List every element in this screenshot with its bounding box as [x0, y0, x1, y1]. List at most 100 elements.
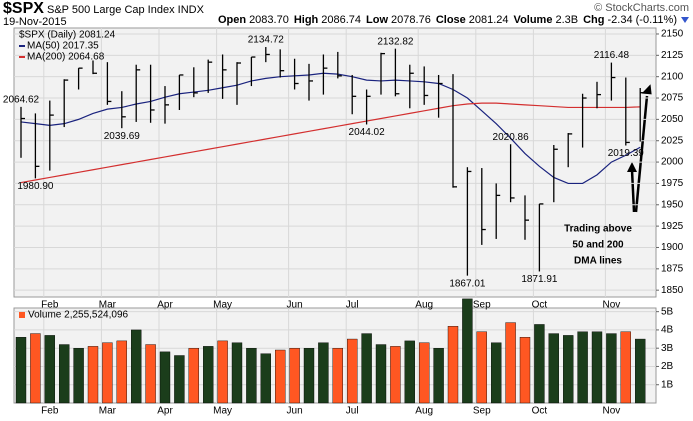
exchange: INDX	[177, 4, 204, 16]
annotation: Trading above	[564, 224, 632, 235]
x-tick-label: Sep	[473, 300, 491, 311]
volume-bar	[347, 338, 358, 404]
x-tick-label: May	[213, 406, 232, 417]
volume-bar	[577, 331, 588, 404]
y-tick-label: 5B	[661, 306, 674, 317]
volume-bar	[375, 344, 387, 404]
high-label: 2116.48	[594, 50, 630, 61]
volume-bar	[390, 346, 401, 404]
volume-bar	[15, 337, 27, 404]
x-tick-label: Feb	[41, 406, 59, 417]
low-label: 2039.69	[104, 131, 141, 142]
x-tick-label: Aug	[415, 406, 433, 417]
volume-bar	[563, 335, 574, 404]
volume-bar	[275, 349, 286, 404]
volume-bar	[217, 340, 228, 404]
volume-bar	[606, 333, 617, 404]
y-tick-label: 1950	[661, 199, 684, 210]
x-tick-label: Apr	[157, 300, 173, 311]
y-tick-label: 1900	[661, 242, 684, 253]
volume-bar	[289, 347, 300, 404]
volume-bar	[59, 344, 70, 404]
quote-value: 2078.76	[391, 14, 431, 26]
annotation: 50 and 200	[572, 240, 624, 251]
volume-bar	[447, 326, 459, 404]
low-label: 1871.91	[521, 274, 558, 285]
quote-value: 2.3B	[555, 14, 579, 26]
volume-bar	[591, 331, 603, 404]
x-tick-label: Jun	[287, 406, 303, 417]
high-label: 2064.62	[3, 95, 40, 106]
volume-bar	[332, 347, 343, 404]
volume-legend: Volume 2,255,524,096	[28, 310, 129, 321]
volume-bar	[231, 342, 243, 404]
y-tick-label: 1875	[661, 263, 684, 274]
low-label: 2019.39	[608, 148, 645, 159]
volume-bar	[318, 342, 329, 404]
x-tick-label: Oct	[532, 406, 548, 417]
quote-value: 2081.24	[468, 14, 509, 26]
y-tick-label: 2025	[661, 135, 684, 146]
title-line: $SPX S&P 500 Large Cap Index INDX	[3, 0, 204, 18]
legend-entry: MA(200) 2064.68	[27, 52, 105, 63]
y-tick-label: 4B	[661, 325, 674, 336]
y-tick-label: 2100	[661, 71, 684, 82]
x-tick-label: Nov	[603, 406, 621, 417]
moving-average	[20, 102, 641, 184]
credit: © StockCharts.com	[594, 2, 689, 14]
volume-bar	[44, 335, 55, 404]
x-tick-label: Apr	[157, 406, 173, 417]
x-tick-label: Oct	[532, 300, 548, 311]
volume-bar	[419, 342, 430, 404]
volume-bar	[635, 338, 646, 404]
x-tick-label: Mar	[99, 406, 117, 417]
x-tick-label: Sep	[473, 406, 491, 417]
high-label: 2132.82	[377, 36, 414, 47]
y-tick-label: 3B	[661, 343, 674, 354]
x-tick-label: Aug	[415, 300, 433, 311]
index-name: S&P 500 Large Cap Index	[46, 4, 175, 16]
volume-bar	[519, 337, 531, 404]
volume-bar	[491, 342, 502, 404]
annotation: DMA lines	[574, 256, 622, 267]
legend-price: $SPX (Daily) 2081.24	[19, 30, 116, 41]
date: 19-Nov-2015	[3, 16, 67, 28]
x-tick-label: Feb	[41, 300, 59, 311]
y-tick-label: 2125	[661, 50, 684, 61]
volume-bar	[145, 344, 156, 404]
moving-average	[20, 72, 641, 185]
volume-bar	[87, 346, 99, 404]
high-label: 2020.86	[493, 132, 530, 143]
quote-label: Chg	[583, 14, 605, 26]
volume-bar	[116, 340, 128, 404]
volume-bar	[361, 333, 372, 404]
volume-bar	[202, 346, 214, 404]
low-label: 2044.02	[349, 127, 386, 138]
quote-label: Volume	[513, 14, 553, 26]
volume-bar	[102, 342, 113, 404]
volume-bar	[73, 347, 84, 404]
y-tick-label: 2050	[661, 114, 684, 125]
volume-bar	[620, 331, 631, 404]
volume-bar	[404, 340, 415, 404]
x-tick-label: Mar	[99, 300, 117, 311]
volume-bar	[188, 347, 200, 404]
volume-bar	[462, 298, 473, 404]
y-tick-label: 2150	[661, 29, 684, 40]
y-tick-label: 1925	[661, 221, 684, 232]
y-tick-label: 2B	[661, 361, 674, 372]
y-tick-label: 1975	[661, 178, 684, 189]
x-tick-label: Jul	[346, 300, 359, 311]
volume-bar	[476, 331, 487, 404]
x-tick-label: Jul	[346, 406, 359, 417]
y-tick-label: 2075	[661, 93, 684, 104]
quote-label: Close	[435, 14, 466, 26]
symbol: $SPX	[3, 0, 44, 17]
volume-bar	[30, 333, 41, 404]
volume-bar	[433, 347, 444, 404]
x-tick-label: Nov	[603, 300, 621, 311]
quote-value: 2086.74	[321, 14, 362, 26]
volume-bar	[159, 351, 171, 404]
volume-bar	[548, 333, 559, 404]
